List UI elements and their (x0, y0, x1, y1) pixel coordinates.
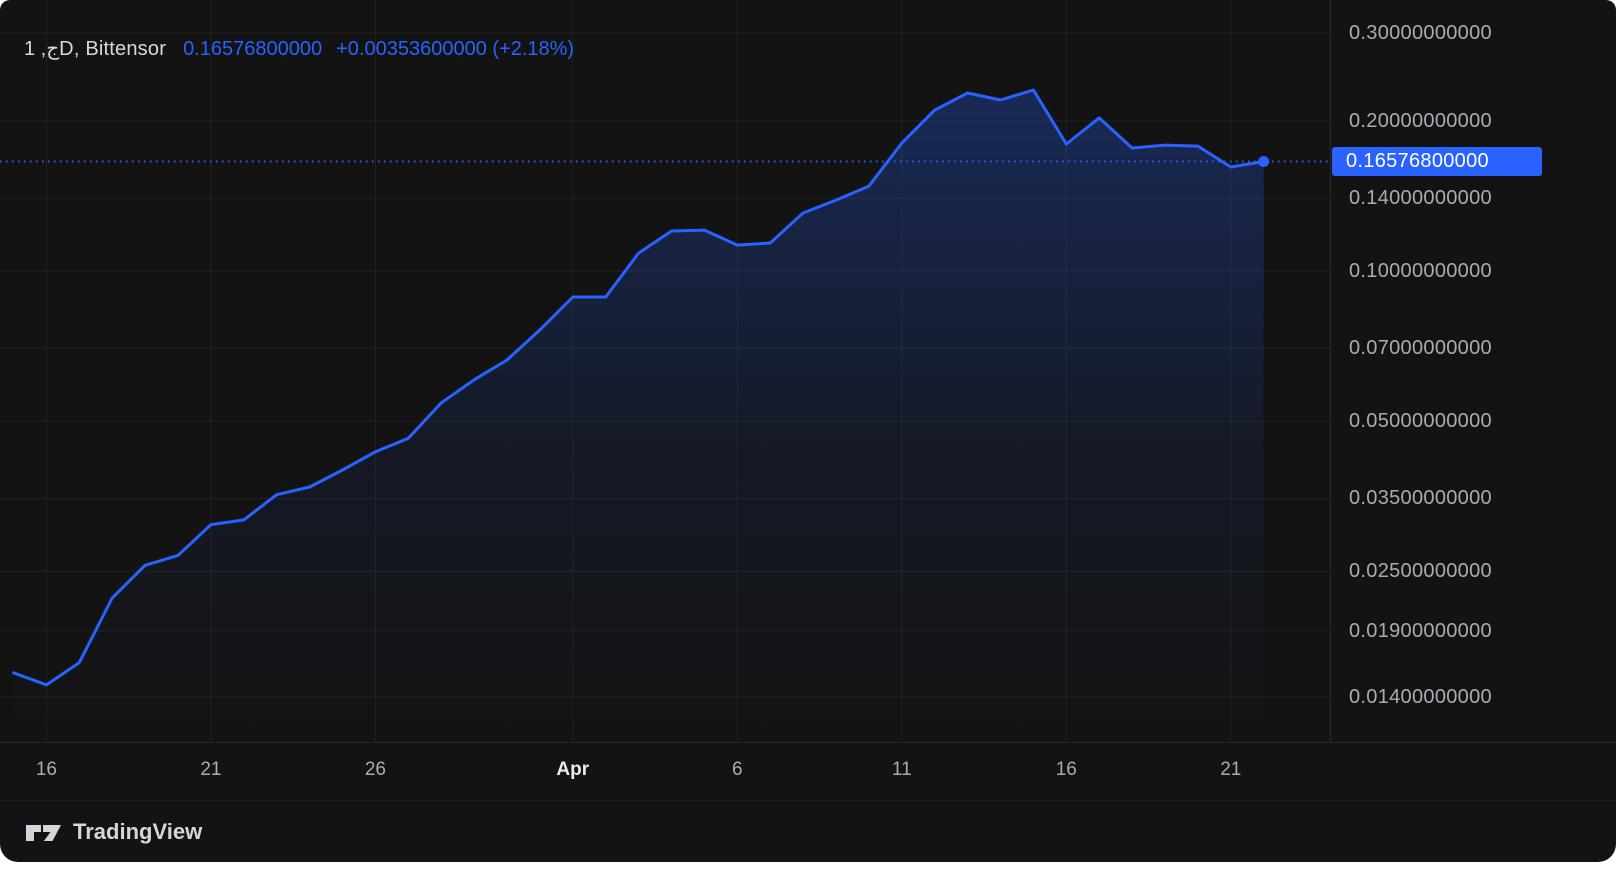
tradingview-brand-text: TradingView (73, 818, 203, 844)
symbol-title-part3: D, Bittensor (59, 38, 167, 60)
last-price: 0.16576800000 (183, 38, 323, 60)
time-axis[interactable]: 16 21 26 Apr 6 11 16 21 (0, 742, 1616, 800)
current-price-badge: 0.16576800000 (1332, 147, 1542, 176)
time-axis-label: 16 (1055, 759, 1077, 780)
symbol-title[interactable]: 1 ,جD, Bittensor (24, 36, 166, 61)
price-axis-label: 0.30000000000 (1349, 22, 1492, 44)
price-line (12, 88, 1266, 687)
time-axis-label: Apr (556, 759, 590, 780)
chart-pane[interactable] (0, 0, 1330, 742)
chart-widget: 1 ,جD, Bittensor 0.16576800000 +0.003536… (0, 0, 1616, 862)
price-change: +0.00353600000 (+2.18%) (336, 38, 575, 60)
legend: 1 ,جD, Bittensor 0.16576800000 +0.003536… (24, 36, 574, 61)
symbol-title-part1: 1 , (24, 38, 47, 60)
price-chart-svg[interactable] (0, 0, 1330, 742)
time-axis-label: 26 (364, 759, 386, 780)
last-price-dot (1258, 156, 1270, 168)
price-axis-label: 0.01400000000 (1349, 685, 1492, 708)
symbol-title-part2: ج (46, 38, 60, 60)
price-axis-label: 0.14000000000 (1349, 187, 1492, 210)
price-axis-label: 0.05000000000 (1349, 410, 1492, 433)
price-axis-label: 0.20000000000 (1349, 109, 1492, 132)
price-axis-label: 0.07000000000 (1349, 337, 1492, 360)
time-axis-label: 16 (35, 759, 57, 780)
time-axis-label: 11 (891, 759, 912, 780)
area-fill (13, 90, 1264, 742)
legend-values: 0.16576800000 +0.00353600000 (+2.18%) (183, 38, 574, 61)
price-axis-label: 0.02500000000 (1349, 560, 1492, 583)
time-axis-label: 21 (1220, 759, 1242, 780)
tradingview-logo[interactable]: TradingView (26, 819, 202, 845)
price-axis-label: 0.01900000000 (1349, 619, 1492, 642)
time-axis-label: 21 (200, 759, 222, 780)
bottom-bar: TradingView (0, 800, 1616, 862)
price-axis-label: 0.10000000000 (1349, 259, 1492, 282)
price-axis-label: 0.03500000000 (1349, 487, 1492, 510)
tradingview-logo-icon (26, 824, 61, 841)
time-axis-label: 6 (732, 759, 743, 780)
price-axis[interactable]: 0.16576800000 0.30000000000 0.20000000000… (1330, 0, 1616, 742)
